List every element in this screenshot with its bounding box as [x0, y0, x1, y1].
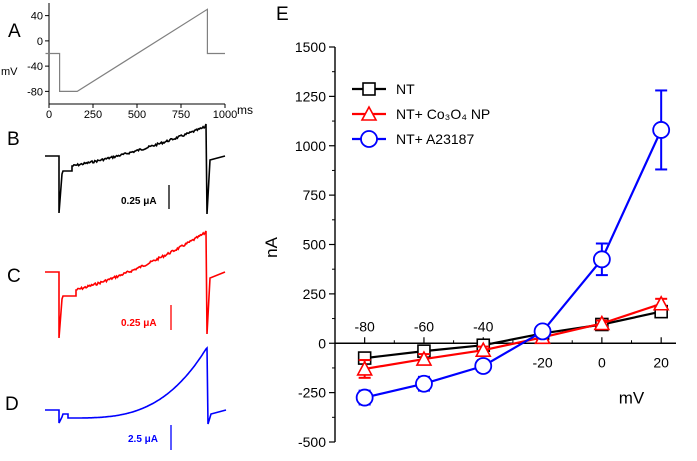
series-line-nt-co3o4-np	[364, 302, 662, 370]
panel-a-y-tick-label: -80	[27, 86, 43, 98]
panel-e-y-tick-label: 500	[303, 237, 327, 253]
panel-e-y-tick-label: -500	[298, 434, 326, 450]
series-nt-co3o4-np	[356, 295, 670, 379]
scale-label-d: 2.5 μA	[128, 434, 158, 445]
legend-label-nt-a23187: NT+ A23187	[396, 131, 474, 147]
panel-e-x-tick-label: 0	[598, 354, 606, 370]
panel-b-letter: B	[7, 129, 20, 150]
legend-marker-nt	[362, 82, 376, 96]
panel-c: C 0.25 μA	[7, 230, 226, 339]
data-point-nt-a23187	[592, 250, 611, 269]
panel-e-x-tick-label: 20	[653, 354, 669, 370]
panel-a-x-tick-label: 250	[84, 109, 102, 121]
series-nt	[357, 304, 668, 365]
panel-e-y-tick-label: 1500	[295, 39, 326, 55]
panel-e-x-tick-label: -60	[414, 318, 434, 334]
panel-e-y-tick-label: -250	[298, 385, 326, 401]
legend-label-nt-co3o4-np: NT+ Co₃O₄ NP	[396, 106, 490, 122]
data-point-nt-co3o4-np	[474, 341, 492, 357]
panel-a: A mV ms 400-40-800 250 500 750 1000	[1, 3, 253, 121]
panel-e: E -500 -250 0 250 500 750 1000 1250 1500 nA -80 -60…	[262, 4, 676, 450]
panel-c-letter: C	[7, 266, 21, 287]
panel-d-letter: D	[5, 394, 19, 415]
series-nt-a23187	[355, 89, 671, 407]
panel-e-y-tick-label: 250	[303, 286, 327, 302]
panel-b: B 0.25 μA	[7, 123, 226, 215]
panel-e-x-tick-label: -20	[532, 354, 552, 370]
panel-e-y-tick-label: 0	[318, 335, 326, 351]
panel-a-y-label: mV	[1, 66, 18, 78]
data-point-nt-co3o4-np	[652, 295, 670, 311]
panel-e-legend: NT NT+ Co₃O₄ NP NT+ A23187	[352, 81, 490, 148]
data-point-nt-co3o4-np	[593, 314, 611, 331]
panel-e-axes: -500 -250 0 250 500 750 1000 1250 1500 nA -80 -60 -4…	[262, 39, 676, 450]
panel-a-x-tick-label: 500	[128, 109, 146, 121]
data-point-nt-a23187	[533, 322, 552, 341]
legend-marker-nt-co3o4-np	[360, 105, 378, 121]
panel-e-series	[355, 89, 671, 407]
trace-b	[45, 123, 226, 215]
data-point-nt-co3o4-np	[415, 350, 433, 366]
data-point-nt-a23187	[355, 388, 374, 407]
series-line-nt	[364, 310, 662, 360]
panel-e-x-tick-label: -40	[473, 318, 493, 334]
panel-a-protocol-line	[45, 8, 225, 92]
scale-label-c: 0.25 μA	[121, 318, 157, 329]
data-point-nt-a23187	[415, 374, 433, 393]
panel-e-y-tick-label: 1000	[295, 138, 326, 154]
panel-a-axes: mV ms 400-40-800 250 500 750 1000	[1, 3, 253, 121]
panel-a-y-tick-label: 40	[31, 11, 43, 23]
trace-d	[45, 346, 227, 425]
data-point-nt-a23187	[474, 357, 493, 375]
panel-e-y-tick-label: 750	[303, 187, 327, 203]
series-line-nt-a23187	[364, 129, 663, 399]
legend-marker-nt-a23187	[360, 130, 378, 148]
panel-e-y-label: nA	[262, 236, 281, 257]
panel-d: D 2.5 μA	[5, 346, 227, 450]
panel-a-x-tick-label: 750	[172, 109, 190, 121]
legend-label-nt: NT	[396, 81, 415, 97]
panel-a-x-unit: ms	[237, 103, 253, 117]
panel-a-y-tick-label: 0	[37, 36, 43, 48]
data-point-nt-co3o4-np	[356, 360, 373, 376]
panel-e-x-label: mV	[619, 388, 645, 407]
data-point-nt-a23187	[652, 121, 671, 139]
panel-a-letter: A	[8, 21, 21, 42]
panel-e-x-tick-label: -80	[355, 318, 375, 334]
panel-a-x-tick-label: 0	[46, 109, 52, 121]
trace-c	[45, 230, 226, 339]
panel-a-y-tick-label: -40	[27, 61, 43, 73]
panel-e-letter: E	[276, 4, 289, 25]
scale-label-b: 0.25 μA	[121, 196, 157, 207]
panel-a-x-tick-label: 1000	[213, 109, 237, 121]
panel-e-y-tick-label: 1250	[295, 88, 326, 104]
